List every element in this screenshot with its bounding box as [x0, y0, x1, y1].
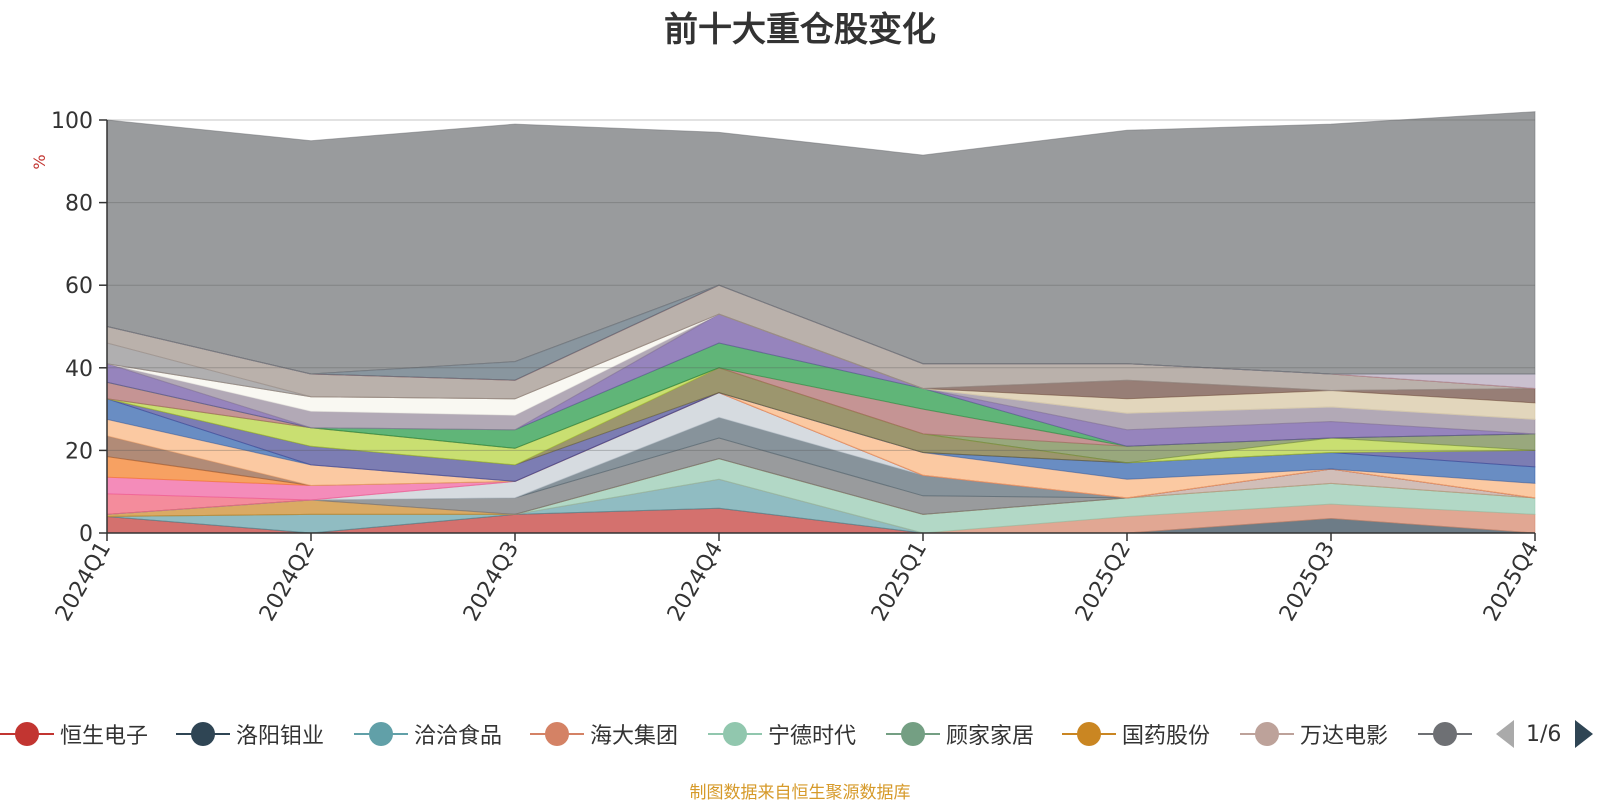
chart-title: 前十大重仓股变化	[664, 10, 936, 50]
legend-marker-icon	[708, 720, 762, 748]
legend-item-2[interactable]: 洽洽食品	[354, 716, 502, 752]
y-tick-label-3: 60	[65, 274, 93, 299]
legend-marker-icon	[354, 720, 408, 748]
legend-prev-arrow-icon[interactable]	[1496, 720, 1514, 748]
area-series-36[interactable]	[106, 111, 1536, 375]
legend-marker-icon	[1418, 720, 1472, 748]
x-tick-label-7: 2025Q4	[1479, 538, 1544, 626]
legend-label: 恒生电子	[60, 724, 149, 749]
legend-item-4[interactable]: 宁德时代	[708, 716, 856, 752]
legend-label: 顾家家居	[946, 724, 1035, 749]
legend-label: 洽洽食品	[414, 724, 503, 749]
x-tick-label-4: 2025Q1	[867, 538, 932, 626]
legend-item-6[interactable]: 国药股份	[1062, 716, 1210, 752]
legend-marker-icon	[1062, 720, 1116, 748]
x-tick-label-3: 2024Q4	[663, 538, 728, 626]
legend-item-5[interactable]: 顾家家居	[886, 716, 1034, 752]
legend-page-indicator: 1/6	[1526, 721, 1562, 747]
x-tick-label-0: 2024Q1	[51, 538, 116, 626]
legend-marker-icon	[530, 720, 584, 748]
source-footnote: 制图数据来自恒生聚源数据库	[689, 783, 911, 803]
legend-marker-icon	[1240, 720, 1294, 748]
legend-marker-icon	[886, 720, 940, 748]
legend-item-1[interactable]: 洛阳钼业	[176, 716, 324, 752]
legend-label: 洛阳钼业	[236, 724, 325, 749]
legend-marker-icon	[0, 720, 54, 748]
legend: 恒生电子 洛阳钼业 洽洽食品 海大集团 宁德时代 顾家家居 国药股份 万达电影	[0, 716, 1480, 752]
y-axis-unit: %	[30, 154, 49, 169]
legend-item-8[interactable]	[1418, 716, 1472, 752]
grid-lines	[107, 119, 1535, 451]
x-tick-label-1: 2024Q2	[255, 538, 320, 626]
y-tick-label-2: 40	[65, 357, 93, 382]
y-tick-label-4: 80	[65, 192, 93, 217]
area-layers	[106, 111, 1536, 534]
x-tick-label-5: 2025Q2	[1071, 538, 1136, 626]
legend-item-7[interactable]: 万达电影	[1240, 716, 1388, 752]
legend-label: 海大集团	[590, 724, 679, 749]
legend-label: 国药股份	[1122, 724, 1211, 749]
legend-pager: 1/6	[1496, 716, 1594, 752]
y-tick-label-5: 100	[51, 109, 93, 134]
x-tick-label-2: 2024Q3	[459, 538, 524, 626]
legend-next-arrow-icon[interactable]	[1575, 720, 1594, 748]
legend-item-0[interactable]: 恒生电子	[0, 716, 148, 752]
x-tick-label-6: 2025Q3	[1275, 538, 1340, 626]
y-tick-label-1: 20	[65, 439, 93, 464]
y-tick-label-0: 0	[79, 522, 93, 547]
legend-item-3[interactable]: 海大集团	[530, 716, 678, 752]
legend-label: 宁德时代	[768, 724, 857, 749]
legend-marker-icon	[176, 720, 230, 748]
legend-label: 万达电影	[1300, 724, 1389, 749]
